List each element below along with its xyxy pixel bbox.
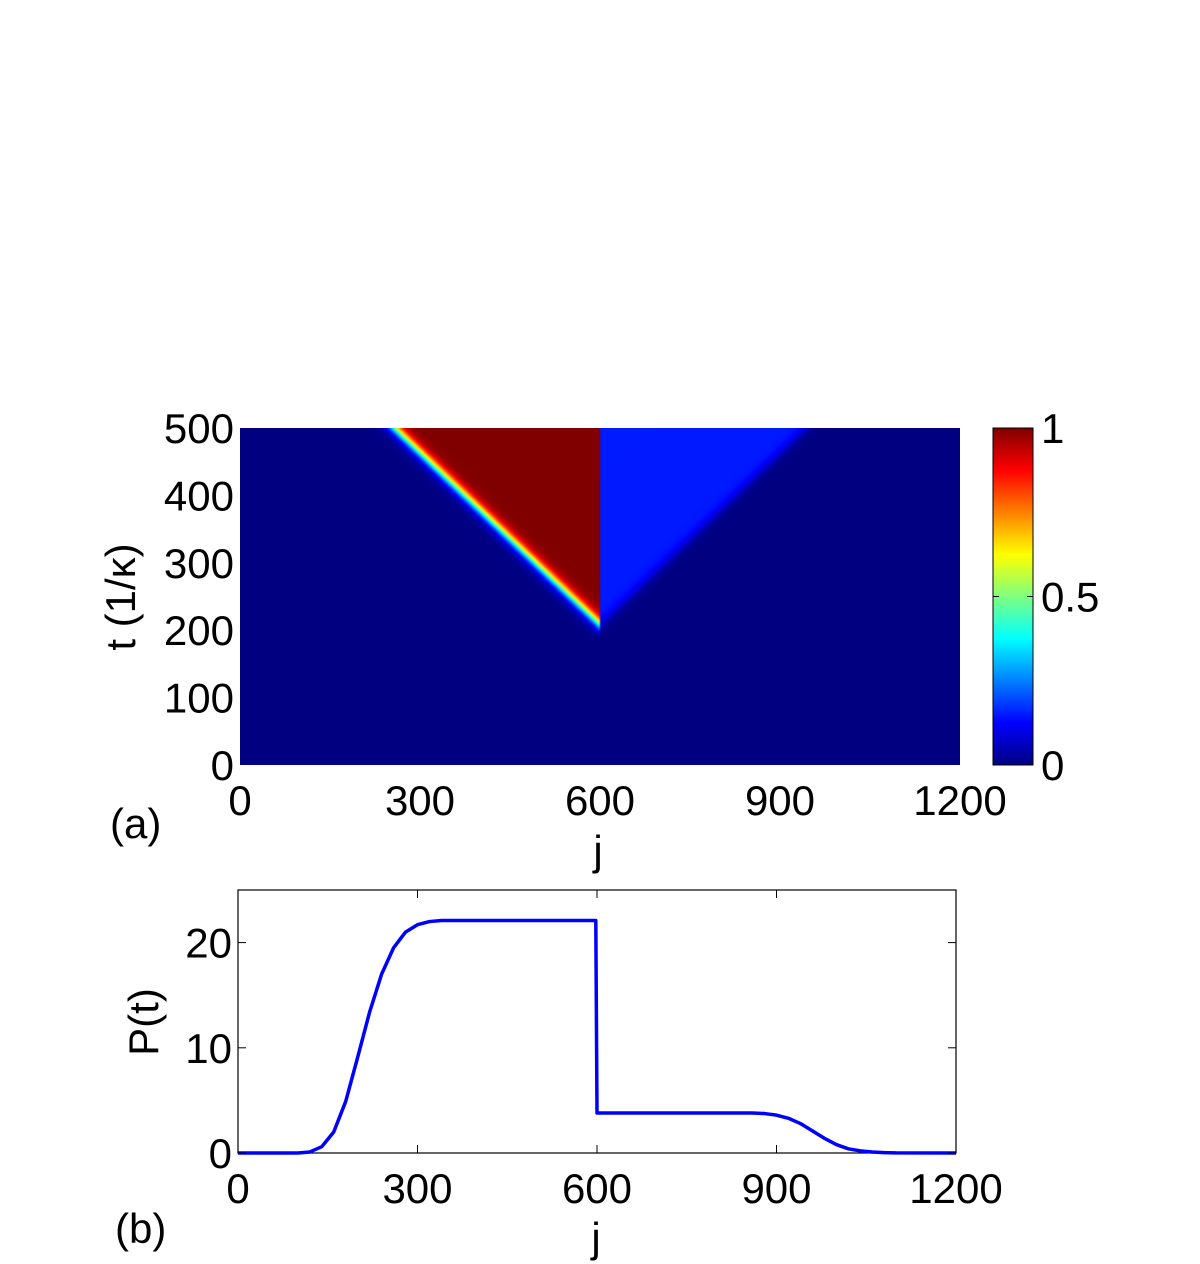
series-line-P (238, 918, 957, 1155)
colorbar-ticks: 00.51 (993, 405, 1099, 789)
line-x-ticks: 0 300 600 900 1200 (226, 890, 1003, 1212)
heatmap-x-tick-label: 1200 (913, 777, 1006, 824)
line-x-tick-label: 600 (562, 1165, 632, 1212)
colorbar-tick-label: 0 (1041, 742, 1064, 789)
heatmap-x-tick-label: 900 (745, 777, 815, 824)
colorbar-tick-label: 1 (1041, 405, 1064, 452)
colorbar: 00.51 (992, 405, 1099, 789)
line-x-tick-label: 300 (382, 1165, 452, 1212)
heatmap-xlabel: j (591, 827, 602, 874)
line-xlabel: j (589, 1214, 600, 1261)
line-y-tick-label: 0 (209, 1130, 232, 1177)
line-y-ticks: 0 10 20 (185, 920, 956, 1177)
heatmap-panel: 0 300 600 900 1200 0 100 200 300 400 500 j t (1/κ… (97, 405, 1007, 874)
line-panel: 0 300 600 900 1200 0 10 20 j P(t) (b) (115, 889, 1003, 1261)
line-x-tick-label: 1200 (909, 1165, 1002, 1212)
heatmap-y-ticks: 0 100 200 300 400 500 (164, 405, 234, 789)
panel-label-a: (a) (110, 800, 161, 847)
line-x-tick-label: 900 (741, 1165, 811, 1212)
colorbar-tick-label: 0.5 (1041, 574, 1099, 621)
colorbar-gradient (993, 428, 1033, 765)
heatmap-y-tick-label: 300 (164, 540, 234, 587)
heatmap-ylabel: t (1/κ) (97, 543, 144, 650)
line-x-tick-label: 0 (226, 1165, 249, 1212)
heatmap-x-tick-label: 300 (385, 777, 455, 824)
line-ylabel: P(t) (120, 988, 167, 1056)
panel-label-b: (b) (115, 1205, 166, 1252)
line-y-tick-label: 10 (185, 1025, 232, 1072)
heatmap-y-tick-label: 400 (164, 472, 234, 519)
heatmap-x-tick-label: 0 (228, 777, 251, 824)
heatmap-y-tick-label: 500 (164, 405, 234, 452)
heatmap-y-tick-label: 0 (211, 742, 234, 789)
heatmap-y-tick-label: 100 (164, 675, 234, 722)
line-y-tick-label: 20 (185, 920, 232, 967)
heatmap-x-ticks: 0 300 600 900 1200 (228, 777, 1006, 824)
heatmap-x-tick-label: 600 (565, 777, 635, 824)
heatmap-y-tick-label: 200 (164, 607, 234, 654)
heatmap-image (240, 428, 960, 765)
